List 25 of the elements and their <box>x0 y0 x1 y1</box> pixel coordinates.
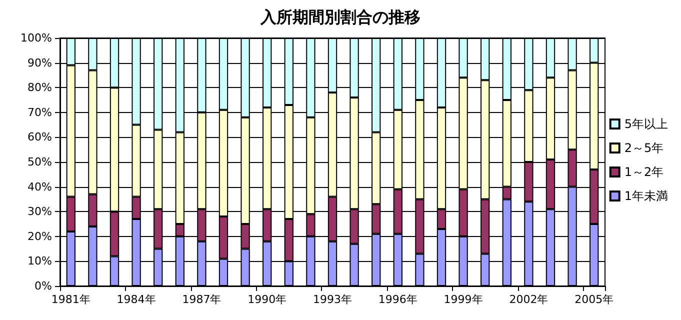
y-tick-label: 0% <box>34 280 52 292</box>
y-tick-label: 80% <box>28 81 52 94</box>
y-tick-label: 60% <box>28 130 52 144</box>
x-tick-label: 2005年 <box>574 293 614 306</box>
x-tick-label: 1987年 <box>182 293 222 306</box>
y-tick-label: 20% <box>28 230 52 243</box>
legend-label: 5年以上 <box>624 117 668 131</box>
x-tick-label: 1999年 <box>444 293 483 306</box>
y-tick-label: 30% <box>28 205 52 218</box>
legend-label: 1年未満 <box>624 189 668 203</box>
y-tick-label: 90% <box>28 56 52 70</box>
x-tick-label: 1993年 <box>313 293 352 306</box>
legend-label: 1～2年 <box>624 165 664 179</box>
x-tick-label: 1996年 <box>378 293 418 306</box>
x-tick-label: 1984年 <box>116 293 156 306</box>
x-tick-label: 1981年 <box>51 293 90 306</box>
x-tick-label: 1990年 <box>248 293 287 306</box>
y-tick-label: 40% <box>28 180 52 194</box>
x-tick-label: 2002年 <box>509 293 548 306</box>
chart-title: 入所期間別割合の推移 <box>260 8 420 26</box>
legend-label: 2～5年 <box>624 141 664 155</box>
y-tick-label: 70% <box>28 106 52 119</box>
y-tick-label: 50% <box>28 156 52 168</box>
y-tick-label: 10% <box>28 254 52 268</box>
y-tick-label: 100% <box>20 32 52 44</box>
